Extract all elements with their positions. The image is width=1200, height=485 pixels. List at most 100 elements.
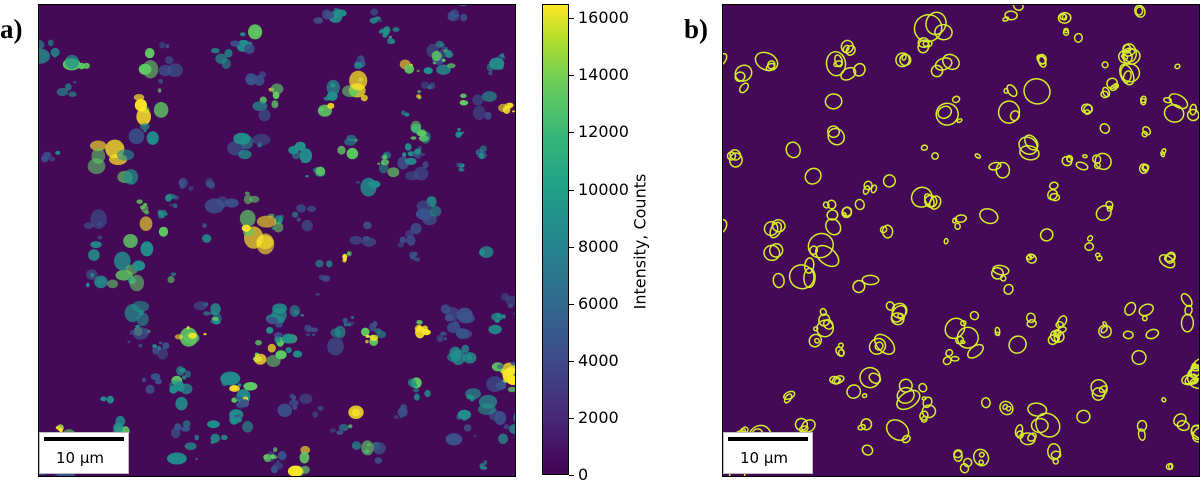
particle-blob [210, 433, 220, 443]
particle-blob [349, 70, 368, 91]
particle-blob [355, 181, 360, 184]
particle-contour [942, 356, 952, 366]
particle-contour [738, 82, 750, 94]
particle-contour [954, 222, 961, 230]
particle-blob [429, 205, 442, 217]
particle-contour [1012, 5, 1024, 12]
particle-contour [1083, 104, 1094, 115]
particle-contour [1091, 154, 1102, 165]
particle-contour [1141, 315, 1148, 322]
particle-blob [394, 28, 399, 32]
particle-contour [1057, 11, 1072, 24]
particle-blob [273, 332, 283, 338]
particle-contour [873, 333, 896, 355]
particle-blob [244, 191, 250, 195]
particle-blob [498, 433, 509, 445]
particle-blob [416, 69, 420, 73]
particle-blob [478, 394, 498, 409]
particle-blob [90, 241, 102, 249]
particle-blob [295, 141, 306, 151]
particle-blob [337, 145, 346, 155]
particle-blob [277, 403, 293, 417]
particle-blob [305, 333, 311, 337]
particle-contour [1173, 413, 1187, 427]
particle-blob [387, 167, 400, 178]
particle-blob [165, 44, 170, 49]
scale-bar-box-b: 10 µm [723, 432, 813, 474]
particle-blob [312, 327, 317, 332]
particle-blob [479, 249, 485, 256]
particle-blob [204, 198, 225, 214]
particle-blob [343, 322, 348, 326]
particle-contour [930, 64, 944, 78]
particle-blob [460, 13, 468, 22]
particle-blob [494, 318, 500, 323]
particle-blob [488, 71, 493, 76]
particle-contour [852, 279, 866, 294]
particle-blob [171, 427, 181, 439]
particle-blob [139, 216, 153, 231]
particle-blob [479, 463, 485, 470]
particle-blob [48, 156, 56, 162]
segmentation-contour-image [722, 4, 1200, 477]
particle-blob [230, 40, 240, 47]
particle-blob [146, 131, 159, 145]
particle-blob [143, 203, 148, 206]
colorbar-tick-mark [569, 418, 574, 419]
particle-contour [1098, 324, 1112, 339]
particle-blob [348, 424, 353, 429]
particle-blob [323, 96, 331, 101]
particle-blob [338, 424, 349, 432]
colorbar-axis-label: Intensity, Counts [630, 173, 650, 310]
particle-blob [166, 193, 176, 200]
particle-blob [144, 210, 150, 215]
colorbar-tick-label: 12000 [578, 122, 629, 141]
particle-blob [404, 143, 412, 151]
particle-blob [404, 64, 415, 74]
particle-contour [1102, 321, 1108, 327]
particle-blob [243, 43, 255, 55]
particle-blob [418, 135, 429, 142]
particle-blob [346, 147, 359, 160]
particle-contour [1160, 148, 1167, 155]
particle-blob [94, 275, 108, 289]
particle-blob [178, 177, 188, 189]
particle-blob [157, 88, 162, 93]
particle-contour [1165, 463, 1173, 471]
particle-blob [321, 9, 332, 20]
particle-contour [1138, 163, 1149, 174]
particle-blob [157, 345, 161, 351]
particle-blob [167, 63, 183, 78]
particle-blob [455, 131, 462, 138]
particle-blob [499, 53, 505, 58]
particle-blob [460, 131, 465, 134]
colorbar-tick-mark [569, 190, 574, 191]
particle-blob [184, 370, 191, 378]
particle-blob [237, 383, 242, 387]
particle-blob [136, 199, 143, 204]
particle-blob [421, 325, 428, 332]
particle-contour [990, 267, 1005, 280]
particle-blob [90, 272, 95, 278]
particle-contour [1100, 90, 1109, 99]
particle-contour [861, 274, 880, 286]
particle-blob [143, 328, 149, 335]
particle-contour [917, 39, 930, 54]
particle-blob [229, 385, 240, 392]
particle-contour [859, 366, 881, 389]
particle-contour [1096, 255, 1103, 262]
particle-blob [220, 371, 241, 386]
particle-contour [804, 167, 822, 185]
particle-contour [972, 448, 990, 467]
particle-blob [378, 163, 389, 174]
particle-blob [207, 420, 220, 429]
particle-blob [202, 223, 207, 228]
particle-contour [1008, 335, 1027, 354]
particle-contour [1174, 63, 1181, 70]
particle-blob [278, 452, 287, 459]
particle-contour [1176, 420, 1190, 432]
particle-contour [1091, 387, 1106, 401]
particle-blob [372, 442, 386, 455]
particle-contour [956, 326, 979, 349]
particle-blob [129, 329, 135, 335]
